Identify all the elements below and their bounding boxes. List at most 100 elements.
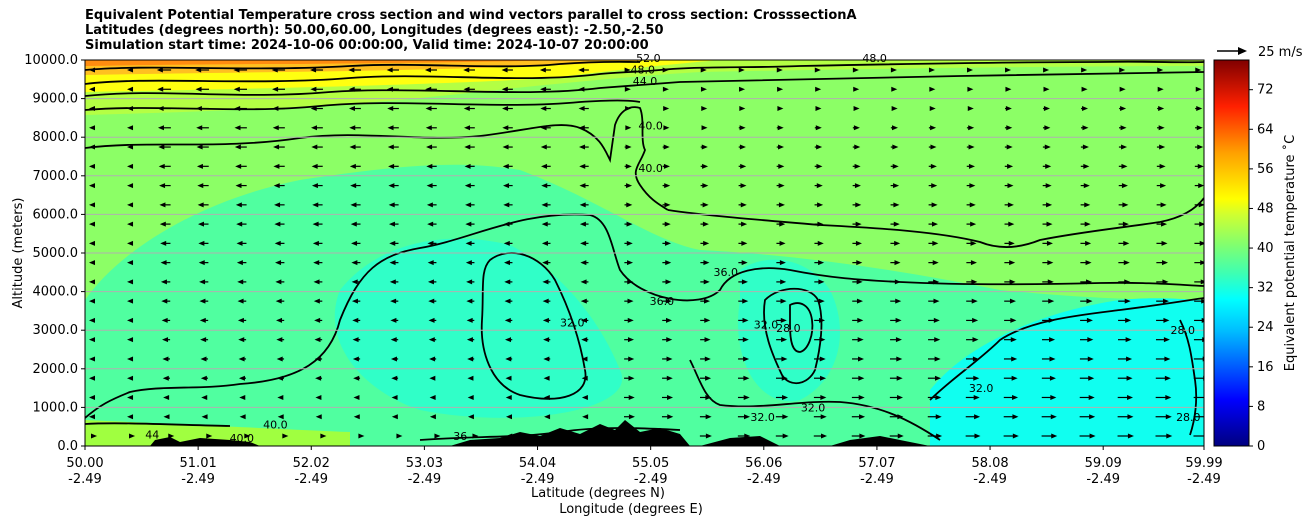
wind-arrow: [196, 125, 209, 131]
wind-arrow: [1080, 144, 1089, 150]
wind-arrow: [624, 279, 634, 285]
contour-line: [85, 106, 669, 211]
wind-arrow: [1155, 394, 1172, 400]
wind-arrow: [156, 67, 172, 73]
contour-line: [85, 213, 1204, 419]
y-tick-label: 8000.0: [33, 130, 79, 145]
wind-arrow: [739, 106, 746, 112]
wind-arrow: [1043, 67, 1050, 73]
wind-arrow: [233, 86, 248, 92]
y-tick-label: 3000.0: [33, 323, 79, 338]
wind-arrow: [206, 433, 213, 439]
colorbar-tick-label: 24: [1257, 320, 1274, 335]
wind-arrow: [388, 163, 399, 169]
wind-arrow: [234, 106, 247, 112]
title-line-2: Latitudes (degrees north): 50.00,60.00, …: [85, 23, 664, 38]
wind-arrow: [390, 298, 399, 304]
contour-label: 44: [145, 428, 159, 441]
wind-arrow: [428, 317, 437, 323]
wind-arrow: [472, 433, 479, 439]
wind-arrow: [890, 183, 900, 189]
wind-arrow: [1118, 260, 1130, 266]
contour-label: 28.0: [1170, 324, 1195, 337]
wind-arrow: [1117, 414, 1134, 420]
wind-arrow: [540, 144, 551, 150]
wind-arrow: [1117, 356, 1133, 362]
wind-arrow: [127, 337, 134, 343]
colorbar-tick-label: 8: [1257, 399, 1265, 414]
wind-arrow: [814, 202, 824, 208]
wind-arrow: [350, 183, 361, 189]
wind-arrow: [813, 414, 827, 420]
wind-arrow: [814, 356, 826, 362]
wind-arrow: [273, 163, 285, 169]
y-tick-label: 0.0: [57, 439, 78, 454]
wind-arrow: [1156, 240, 1168, 246]
wind-arrow: [1080, 298, 1093, 304]
wind-arrow: [928, 337, 941, 343]
wind-arrow: [814, 260, 825, 266]
x-tick-label-lon: -2.49: [747, 472, 781, 487]
colorbar-tick-label: 0: [1257, 439, 1265, 454]
y-axis: 0.0 1000.0 2000.0 3000.0 4000.0 5000.0 6000.0 7…: [24, 53, 85, 454]
wind-arrow: [662, 298, 672, 304]
y-tick-label: 1000.0: [33, 400, 79, 415]
wind-arrow: [738, 221, 748, 227]
wind-arrow: [928, 125, 937, 131]
wind-arrow: [624, 183, 633, 189]
wind-arrow: [700, 67, 707, 73]
wind-arrow: [927, 375, 941, 381]
wind-arrow: [1155, 356, 1171, 362]
wind-arrow: [929, 106, 936, 112]
wind-arrow: [663, 106, 670, 112]
wind-arrow: [388, 202, 399, 208]
wind-arrow: [1081, 86, 1088, 92]
x-tick-label-lon: -2.49: [634, 472, 668, 487]
wind-arrow: [776, 221, 786, 227]
y-tick-label: 10000.0: [24, 53, 78, 68]
wind-arrow: [928, 144, 937, 150]
contour-label: 52.0: [636, 52, 661, 65]
wind-arrow: [663, 125, 670, 131]
wind-arrow: [1042, 260, 1054, 266]
wind-arrow: [237, 279, 247, 285]
wind-arrow: [353, 375, 361, 381]
wind-arrow: [311, 183, 323, 189]
contour-label: 28.0: [1176, 411, 1201, 424]
wind-arrow: [890, 144, 899, 150]
wind-arrow: [700, 86, 707, 92]
wind-arrow: [425, 86, 437, 92]
contour-line: [689, 359, 941, 441]
wind-arrow: [699, 414, 712, 420]
wind-arrow: [1080, 279, 1093, 285]
wind-arrow: [1155, 433, 1173, 439]
wind-arrow: [1156, 163, 1166, 169]
wind-arrow: [195, 86, 210, 92]
wind-arrow: [814, 221, 824, 227]
wind-arrow: [1080, 337, 1094, 343]
wind-arrow: [1003, 394, 1019, 400]
wind-arrow: [965, 414, 981, 420]
x-tick-label-lon: -2.49: [521, 472, 555, 487]
wind-arrow: [929, 86, 936, 92]
wind-arrow: [966, 144, 975, 150]
wind-arrow: [581, 337, 589, 343]
wind-arrow: [1080, 163, 1090, 169]
wind-arrow: [966, 337, 979, 343]
wind-arrow: [1004, 337, 1017, 343]
wind-arrow: [1117, 337, 1132, 343]
contour-label: 32.0: [969, 382, 994, 395]
wind-arrow: [1117, 394, 1134, 400]
wind-arrow: [236, 221, 247, 227]
wind-arrow: [578, 125, 589, 131]
wind-arrow: [662, 394, 674, 400]
wind-arrow: [889, 433, 904, 439]
wind-arrow: [1042, 144, 1051, 150]
wind-arrow: [662, 202, 671, 208]
x-axis-label-2: Longitude (degrees E): [559, 502, 703, 517]
wind-arrow: [852, 163, 861, 169]
wind-arrow: [965, 433, 981, 439]
wind-arrow: [701, 125, 708, 131]
wind-arrow: [349, 163, 361, 169]
wind-arrow: [163, 414, 170, 420]
